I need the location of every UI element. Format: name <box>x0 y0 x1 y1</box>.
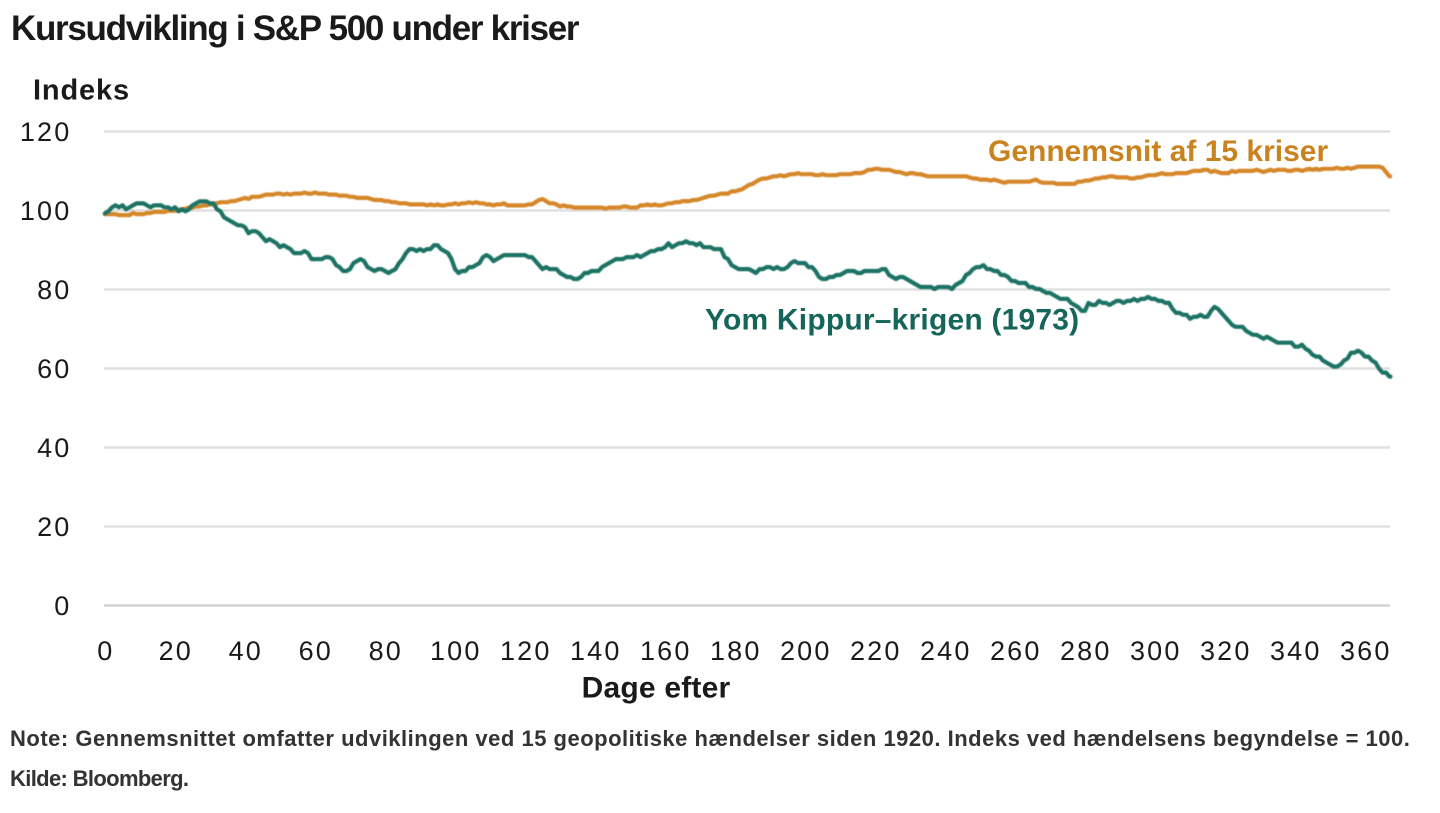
svg-text:0: 0 <box>97 636 114 666</box>
svg-text:0: 0 <box>54 591 71 621</box>
svg-text:80: 80 <box>37 275 71 305</box>
svg-text:Note: Gennemsnittet omfatter u: Note: Gennemsnittet omfatter udviklingen… <box>10 726 1410 751</box>
svg-text:260: 260 <box>990 636 1042 666</box>
svg-text:120: 120 <box>20 117 72 147</box>
svg-text:Kilde: Bloomberg.: Kilde: Bloomberg. <box>10 766 188 791</box>
svg-text:340: 340 <box>1270 636 1322 666</box>
svg-text:360: 360 <box>1340 636 1392 666</box>
svg-text:140: 140 <box>570 636 622 666</box>
svg-text:40: 40 <box>37 433 71 463</box>
svg-text:280: 280 <box>1060 636 1112 666</box>
svg-text:180: 180 <box>710 636 762 666</box>
svg-text:Dage efter: Dage efter <box>582 672 731 705</box>
svg-text:Kursudvikling i S&P 500 under: Kursudvikling i S&P 500 under kriser <box>11 9 580 48</box>
svg-text:20: 20 <box>37 512 71 542</box>
svg-text:100: 100 <box>430 636 482 666</box>
svg-text:80: 80 <box>369 636 403 666</box>
svg-text:240: 240 <box>920 636 972 666</box>
svg-text:Indeks: Indeks <box>33 75 130 107</box>
svg-text:60: 60 <box>299 636 333 666</box>
svg-text:Gennemsnit af 15 kriser: Gennemsnit af 15 kriser <box>988 135 1328 168</box>
svg-text:20: 20 <box>159 636 193 666</box>
svg-text:160: 160 <box>640 636 692 666</box>
svg-text:40: 40 <box>229 636 263 666</box>
svg-text:200: 200 <box>780 636 832 666</box>
svg-text:100: 100 <box>20 196 72 226</box>
svg-text:60: 60 <box>37 354 71 384</box>
svg-text:320: 320 <box>1200 636 1252 666</box>
svg-text:120: 120 <box>500 636 552 666</box>
svg-text:220: 220 <box>850 636 902 666</box>
svg-text:Yom Kippur–krigen (1973): Yom Kippur–krigen (1973) <box>705 304 1079 337</box>
svg-text:300: 300 <box>1130 636 1182 666</box>
